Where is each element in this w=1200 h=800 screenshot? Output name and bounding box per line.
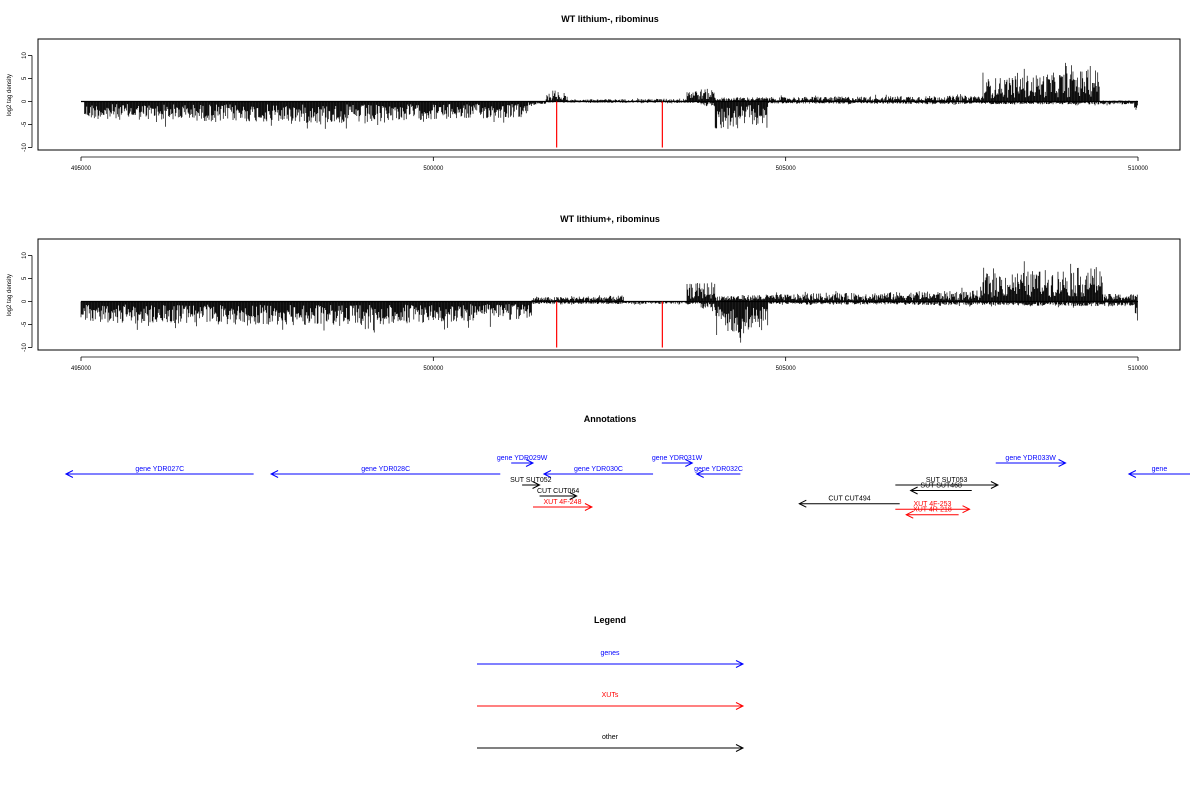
arrowhead-icon: [905, 510, 914, 519]
y-tick-label: 0: [22, 99, 28, 103]
arrowhead-icon: [1058, 459, 1067, 467]
axes: -10 -5 0 5 10 495000 500000 505000 510000: [22, 52, 1149, 172]
annotation-label: gene YDR033W: [1005, 455, 1056, 462]
arrowhead-icon: [735, 660, 745, 668]
annotation-feature: SUT SUT052: [510, 477, 552, 489]
y-tick-label: -10: [22, 343, 28, 352]
y-tick-label: -5: [22, 121, 28, 127]
annotation-feature: gene YDR032C: [694, 466, 743, 478]
annotation-label: CUT CUT064: [537, 488, 579, 495]
arrowhead-icon: [569, 492, 578, 500]
arrowhead-icon: [990, 481, 1000, 489]
annotation-label: SUT SUT468: [920, 483, 962, 490]
y-tick-label: 10: [22, 252, 28, 259]
panel-title: WT lithium+, ribominus: [560, 214, 660, 224]
annotation-label: XUT 4F-248: [543, 499, 581, 506]
y-tick-label: 5: [22, 276, 28, 280]
arrowhead-icon: [1127, 470, 1137, 478]
arrowhead-icon: [685, 459, 694, 467]
arrowhead-icon: [735, 702, 745, 710]
annotation-label: gene YDR027C: [135, 466, 184, 473]
x-tick-label: 500000: [423, 166, 444, 172]
arrowhead-icon: [532, 481, 541, 489]
legend-entry: XUTs: [477, 692, 745, 710]
annotation-feature: gene YDR027C: [64, 466, 254, 478]
x-tick-label: 505000: [776, 166, 797, 172]
x-tick-label: 495000: [71, 166, 92, 172]
axes: -10 -5 0 5 10 495000 500000 505000 510000: [22, 252, 1149, 372]
arrowhead-icon: [909, 486, 918, 495]
plot-frame: [37, 238, 1181, 351]
annotation-feature: gene YDR030C: [542, 466, 654, 478]
arrowhead-icon: [64, 470, 74, 478]
signal-bars: [81, 62, 1138, 148]
annotation-feature: gene YDR029W: [497, 455, 548, 467]
annotation-feature: CUT CUT494: [798, 496, 900, 508]
annotation-feature: gene: [1127, 466, 1190, 478]
annotation-feature: gene YDR033W: [995, 455, 1067, 467]
signal-bar-series: [84, 62, 1138, 129]
annotation-label: SUT SUT053: [926, 477, 968, 484]
signal-bar-series: [80, 261, 1138, 343]
arrowhead-icon: [542, 470, 552, 478]
annotation-feature: gene YDR028C: [269, 466, 501, 478]
plot-frame: [37, 38, 1181, 151]
y-axis-label: log2 tag density: [7, 274, 13, 316]
annotation-label: CUT CUT494: [828, 496, 870, 503]
annotation-feature: XUT 4F-253: [895, 501, 971, 514]
arrowhead-icon: [584, 503, 594, 511]
legend-label: XUTs: [602, 692, 619, 699]
track-panel-lithium-plus: WT lithium+, ribominus log2 tag density …: [7, 214, 1181, 372]
annotations-title: Annotations: [584, 414, 637, 424]
annotation-label: XUT 4F-253: [913, 501, 951, 508]
arrowhead-icon: [525, 459, 535, 467]
track-panel-lithium-minus: WT lithium-, ribominus log2 tag density …: [7, 14, 1181, 172]
x-tick-label: 510000: [1128, 166, 1149, 172]
annotation-label: gene: [1152, 466, 1168, 473]
x-tick-label: 500000: [423, 366, 444, 372]
y-tick-label: 0: [22, 299, 28, 303]
legend-items: genes XUTs other: [477, 650, 745, 752]
y-tick-label: 5: [22, 76, 28, 80]
arrowhead-icon: [269, 470, 279, 478]
panel-title: WT lithium-, ribominus: [561, 14, 659, 24]
x-tick-label: 495000: [71, 366, 92, 372]
signal-bars: [80, 261, 1138, 348]
legend-entry: genes: [477, 650, 745, 668]
annotations-panel: Annotations gene YDR027C gene YDR028Cgene…: [64, 414, 1190, 519]
annotation-feature: gene YDR031W: [652, 455, 703, 467]
annotation-feature: XUT 4R-218: [905, 507, 959, 519]
legend-label: other: [602, 734, 619, 741]
legend-entry: other: [477, 734, 745, 752]
annotation-label: gene YDR031W: [652, 455, 703, 462]
arrowhead-icon: [735, 744, 745, 752]
y-tick-label: -5: [22, 321, 28, 327]
annotation-label: gene YDR029W: [497, 455, 548, 462]
annotation-feature: XUT 4F-248: [533, 499, 594, 511]
annotation-items: gene YDR027C gene YDR028C gene YDR029W gene…: [64, 455, 1190, 519]
annotation-label: gene YDR028C: [361, 466, 410, 473]
y-tick-label: 10: [22, 52, 28, 59]
arrowhead-icon: [798, 499, 807, 508]
y-axis-label: log2 tag density: [7, 74, 13, 116]
x-tick-label: 510000: [1128, 366, 1149, 372]
arrowhead-icon: [962, 505, 971, 514]
annotation-feature: SUT SUT468: [909, 483, 972, 495]
annotation-feature: SUT SUT053: [895, 477, 1000, 489]
annotation-label: XUT 4R-218: [913, 507, 952, 514]
arrowhead-icon: [695, 470, 704, 478]
annotation-feature: CUT CUT064: [537, 488, 579, 500]
y-tick-label: -10: [22, 143, 28, 152]
annotation-label: SUT SUT052: [510, 477, 552, 484]
annotation-label: gene YDR032C: [694, 466, 743, 473]
legend-panel: Legend genes XUTs other: [477, 615, 745, 752]
annotation-label: gene YDR030C: [574, 466, 623, 473]
x-tick-label: 505000: [776, 366, 797, 372]
legend-label: genes: [600, 650, 620, 657]
legend-title: Legend: [594, 615, 626, 625]
